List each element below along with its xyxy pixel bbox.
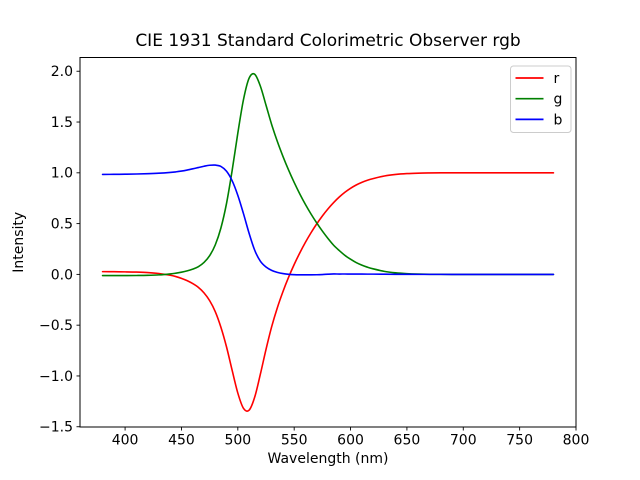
x-tick-label: 700 [450, 433, 477, 449]
legend-label-b: b [554, 112, 563, 128]
y-tick-label: 1.0 [51, 166, 73, 182]
x-tick-label: 800 [563, 433, 590, 449]
x-axis-label: Wavelength (nm) [268, 451, 389, 467]
legend-label-r: r [554, 71, 560, 87]
y-tick-label: 0.5 [51, 217, 73, 233]
plot-area [80, 57, 576, 427]
y-axis-label: Intensity [11, 212, 27, 273]
legend-label-g: g [554, 92, 563, 108]
series-lines [101, 72, 555, 412]
x-axis-ticks: 400 450 500 550 600 650 700 750 800 [112, 427, 590, 449]
x-tick-label: 450 [168, 433, 195, 449]
y-axis-ticks: −1.5 −1.0 −0.5 0.0 0.5 1.0 1.5 2.0 [39, 64, 80, 436]
y-tick-label: 1.5 [51, 115, 73, 131]
y-tick-label: −1.5 [39, 420, 73, 436]
x-tick-label: 550 [281, 433, 308, 449]
x-tick-label: 500 [224, 433, 251, 449]
series-line-b [101, 164, 555, 276]
y-tick-label: 2.0 [51, 64, 73, 80]
x-tick-label: 750 [506, 433, 533, 449]
series-line-r [101, 172, 555, 412]
x-tick-label: 650 [394, 433, 421, 449]
legend-entries: rgb [515, 71, 563, 128]
legend: rgb [510, 65, 572, 133]
chart-title: CIE 1931 Standard Colorimetric Observer … [135, 31, 520, 51]
y-tick-label: −0.5 [39, 318, 73, 334]
x-tick-label: 400 [112, 433, 139, 449]
y-tick-label: −1.0 [39, 369, 73, 385]
axes-border [79, 57, 577, 428]
y-tick-label: 0.0 [51, 267, 73, 283]
x-tick-label: 600 [337, 433, 364, 449]
